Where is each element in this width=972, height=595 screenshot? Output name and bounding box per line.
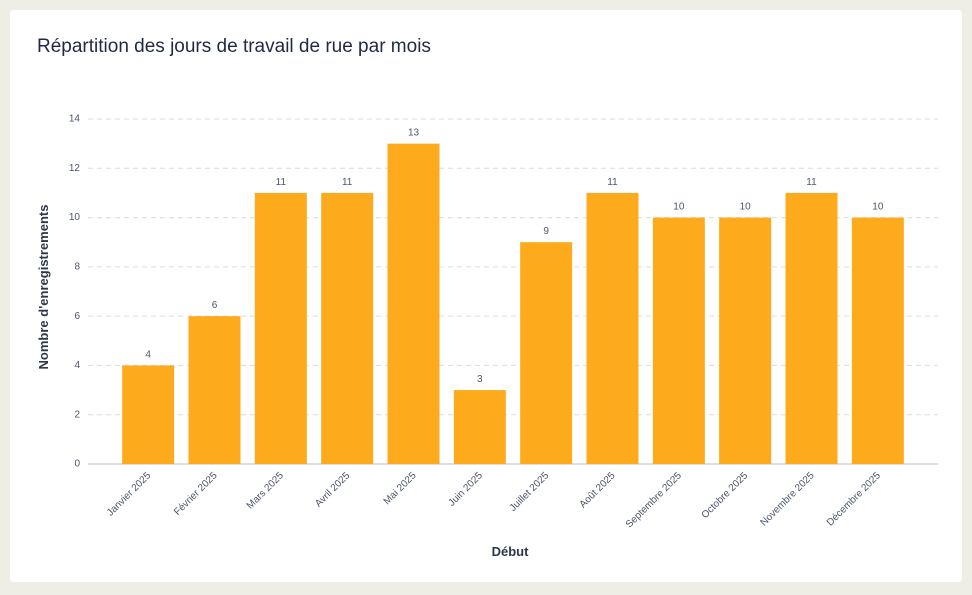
y-tick-label: 14 — [69, 114, 81, 125]
value-label: 10 — [740, 202, 752, 213]
x-tick-label: Mars 2025 — [245, 470, 286, 511]
x-tick-label: Octobre 2025 — [700, 470, 751, 521]
bar — [785, 192, 838, 464]
y-axis-label: Nombre d'enregistrements — [36, 205, 51, 370]
value-label: 11 — [806, 177, 817, 188]
x-tick-label: Novembre 2025 — [759, 470, 817, 528]
x-tick-label: Juin 2025 — [447, 470, 486, 509]
bar — [321, 192, 374, 464]
value-label: 3 — [477, 374, 483, 385]
y-tick-label: 10 — [69, 212, 81, 223]
bar — [122, 365, 175, 464]
value-label: 11 — [342, 177, 353, 188]
x-tick-label: Février 2025 — [172, 470, 220, 518]
bar — [453, 390, 506, 464]
x-tick-label: Août 2025 — [578, 470, 618, 510]
x-tick-label: Mai 2025 — [382, 470, 419, 507]
bar — [520, 242, 573, 464]
value-label: 6 — [212, 300, 218, 311]
value-label: 4 — [145, 349, 151, 360]
x-tick-label: Janvier 2025 — [105, 470, 154, 519]
y-tick-label: 0 — [74, 459, 80, 470]
value-label: 13 — [408, 128, 420, 139]
x-tick-label: Juillet 2025 — [508, 470, 552, 514]
y-tick-label: 2 — [74, 409, 80, 420]
y-tick-label: 6 — [74, 311, 80, 322]
bar — [254, 192, 307, 464]
bar — [387, 143, 440, 464]
x-tick-label: Avril 2025 — [313, 470, 352, 509]
bar — [586, 192, 639, 464]
bar — [652, 217, 705, 464]
bar — [851, 217, 904, 464]
value-label: 10 — [673, 202, 685, 213]
y-tick-label: 8 — [74, 261, 80, 272]
value-label: 9 — [543, 226, 549, 237]
value-label: 10 — [872, 202, 884, 213]
y-tick-label: 4 — [74, 360, 80, 371]
x-tick-label: Septembre 2025 — [624, 470, 684, 530]
x-tick-label: Décembre 2025 — [825, 470, 883, 528]
bar — [719, 217, 772, 464]
value-label: 11 — [607, 177, 618, 188]
x-axis-label: Début — [492, 544, 530, 559]
value-label: 11 — [276, 177, 287, 188]
bar — [188, 316, 241, 464]
chart-title: Répartition des jours de travail de rue … — [37, 36, 431, 57]
y-tick-label: 12 — [69, 163, 81, 174]
